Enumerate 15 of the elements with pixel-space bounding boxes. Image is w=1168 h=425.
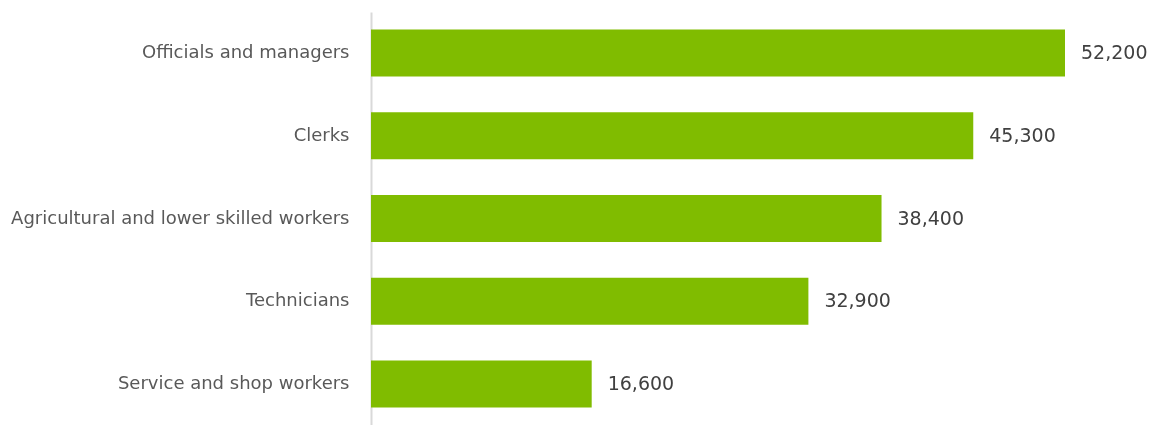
y-tick-label: Service and shop workers <box>117 372 350 394</box>
bar <box>371 29 1065 77</box>
bar <box>371 360 592 408</box>
data-label: 52,200 <box>1081 40 1148 63</box>
bar <box>371 194 882 243</box>
data-label: 16,600 <box>607 372 675 395</box>
data-label: 45,300 <box>989 123 1056 146</box>
y-tick-label: Clerks <box>293 123 350 145</box>
y-tick-label: Agricultural and lower skilled workers <box>11 206 350 228</box>
data-label: 38,400 <box>897 206 965 229</box>
y-tick-label: Technicians <box>245 289 350 311</box>
bar <box>371 112 974 160</box>
bar <box>371 277 809 325</box>
data-label: 32,900 <box>824 289 891 312</box>
y-tick-label: Officials and managers <box>142 40 350 62</box>
